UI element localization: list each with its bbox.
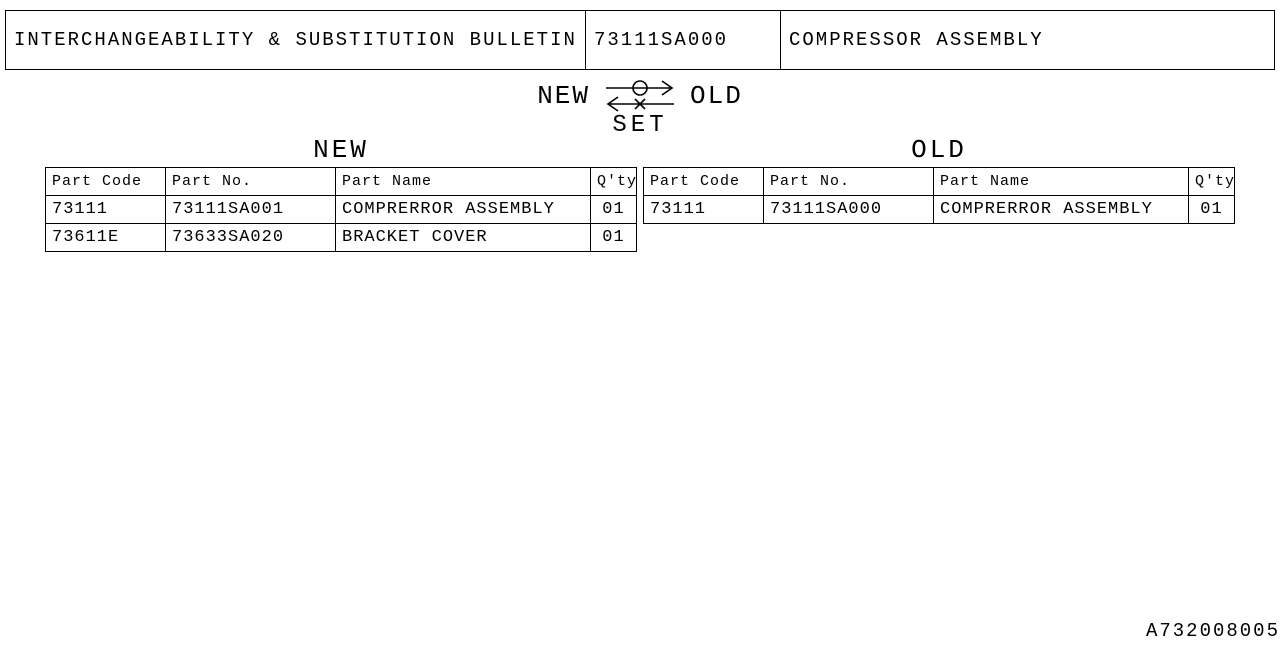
flow-new-label: NEW bbox=[537, 81, 590, 111]
col-part-code: Part Code bbox=[644, 168, 764, 196]
header-row: INTERCHANGEABILITY & SUBSTITUTION BULLET… bbox=[5, 10, 1275, 70]
doc-code: A732008005 bbox=[1146, 620, 1280, 642]
col-part-name: Part Name bbox=[934, 168, 1189, 196]
cell-name: COMPRERROR ASSEMBLY bbox=[336, 196, 591, 224]
cell-code: 73111 bbox=[644, 196, 764, 224]
old-side: OLD Part Code Part No. Part Name Q'ty 73… bbox=[643, 167, 1235, 252]
cell-code: 73111 bbox=[46, 196, 166, 224]
cell-no: 73111SA000 bbox=[764, 196, 934, 224]
bulletin-title: INTERCHANGEABILITY & SUBSTITUTION BULLET… bbox=[6, 11, 586, 69]
cell-code: 73611E bbox=[46, 224, 166, 252]
table-row: 73611E 73633SA020 BRACKET COVER 01 bbox=[46, 224, 637, 252]
cell-no: 73633SA020 bbox=[166, 224, 336, 252]
flow-old-label: OLD bbox=[690, 81, 743, 111]
col-qty: Q'ty bbox=[1189, 168, 1235, 196]
cell-qty: 01 bbox=[591, 196, 637, 224]
flow-row: NEW OLD bbox=[0, 76, 1280, 116]
header-part-no: 73111SA000 bbox=[586, 11, 781, 69]
header-assembly: COMPRESSOR ASSEMBLY bbox=[781, 11, 1274, 69]
cell-name: BRACKET COVER bbox=[336, 224, 591, 252]
cell-no: 73111SA001 bbox=[166, 196, 336, 224]
table-header-row: Part Code Part No. Part Name Q'ty bbox=[644, 168, 1235, 196]
new-side: NEW Part Code Part No. Part Name Q'ty 73… bbox=[45, 167, 637, 252]
table-row: 73111 73111SA000 COMPRERROR ASSEMBLY 01 bbox=[644, 196, 1235, 224]
flow-arrows-icon bbox=[600, 76, 680, 116]
cell-qty: 01 bbox=[1189, 196, 1235, 224]
cell-qty: 01 bbox=[591, 224, 637, 252]
col-part-no: Part No. bbox=[166, 168, 336, 196]
table-row: 73111 73111SA001 COMPRERROR ASSEMBLY 01 bbox=[46, 196, 637, 224]
col-qty: Q'ty bbox=[591, 168, 637, 196]
old-table-label: OLD bbox=[643, 135, 1235, 165]
table-header-row: Part Code Part No. Part Name Q'ty bbox=[46, 168, 637, 196]
col-part-code: Part Code bbox=[46, 168, 166, 196]
col-part-name: Part Name bbox=[336, 168, 591, 196]
new-table-label: NEW bbox=[45, 135, 637, 165]
new-table: Part Code Part No. Part Name Q'ty 73111 … bbox=[45, 167, 637, 252]
col-part-no: Part No. bbox=[764, 168, 934, 196]
tables-container: NEW Part Code Part No. Part Name Q'ty 73… bbox=[45, 167, 1235, 252]
old-table: Part Code Part No. Part Name Q'ty 73111 … bbox=[643, 167, 1235, 224]
cell-name: COMPRERROR ASSEMBLY bbox=[934, 196, 1189, 224]
